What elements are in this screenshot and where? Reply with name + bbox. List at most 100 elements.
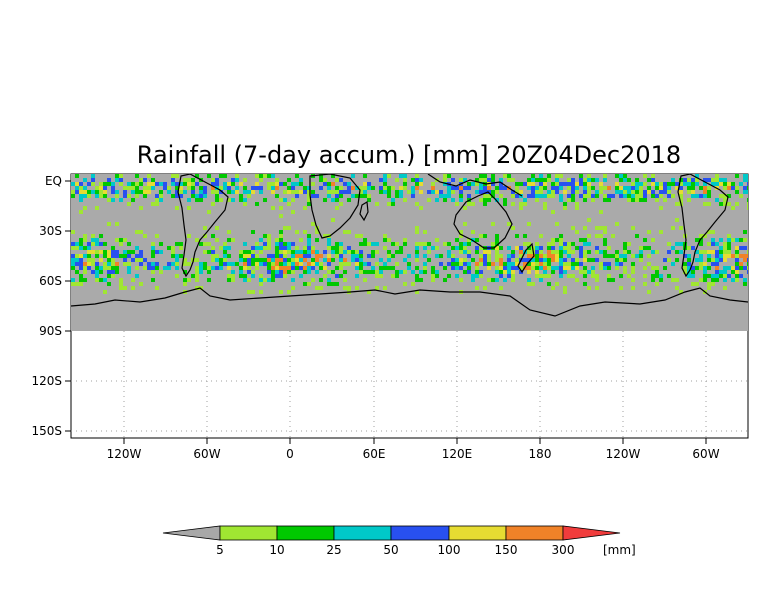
rain-cell — [523, 262, 527, 266]
rain-cell — [603, 266, 607, 270]
rain-cell — [291, 258, 295, 262]
rain-cell — [199, 186, 203, 190]
rain-cell — [583, 178, 587, 182]
rain-cell — [635, 254, 639, 258]
rain-cell — [743, 282, 747, 286]
rain-cell — [643, 198, 647, 202]
rain-cell — [155, 198, 159, 202]
rain-cell — [515, 190, 519, 194]
rain-cell — [439, 254, 443, 258]
rain-cell — [307, 266, 311, 270]
rain-cell — [619, 286, 623, 290]
rain-cell — [331, 258, 335, 262]
rain-cell — [339, 274, 343, 278]
rain-cell — [599, 186, 603, 190]
rain-cell — [383, 246, 387, 250]
rain-cell — [563, 202, 567, 206]
rain-cell — [707, 274, 711, 278]
rain-cell — [455, 274, 459, 278]
rain-cell — [539, 278, 543, 282]
rain-cell — [203, 242, 207, 246]
rain-cell — [483, 178, 487, 182]
rain-cell — [223, 182, 227, 186]
rain-cell — [131, 286, 135, 290]
rain-cell — [159, 250, 163, 254]
rain-cell — [191, 194, 195, 198]
rain-cell — [523, 234, 527, 238]
rain-cell — [535, 190, 539, 194]
rain-cell — [107, 262, 111, 266]
rain-cell — [187, 206, 191, 210]
rain-cell — [563, 262, 567, 266]
rain-cell — [91, 234, 95, 238]
rain-cell — [475, 182, 479, 186]
rain-cell — [199, 266, 203, 270]
rain-cell — [583, 190, 587, 194]
rain-cell — [243, 178, 247, 182]
rain-cell — [103, 266, 107, 270]
rain-cell — [459, 262, 463, 266]
rain-cell — [503, 202, 507, 206]
rain-cell — [231, 178, 235, 182]
rain-cell — [499, 274, 503, 278]
rain-cell — [735, 202, 739, 206]
rain-cell — [747, 198, 748, 202]
rain-cell — [99, 278, 103, 282]
rain-cell — [231, 198, 235, 202]
rain-cell — [195, 194, 199, 198]
rain-cell — [475, 178, 479, 182]
rain-cell — [707, 266, 711, 270]
rain-cell — [123, 254, 127, 258]
rain-cell — [295, 258, 299, 262]
colorbar-label: 25 — [326, 543, 341, 557]
rain-cell — [159, 182, 163, 186]
rain-cell — [647, 290, 651, 294]
rain-cell — [379, 178, 383, 182]
rain-cell — [735, 262, 739, 266]
rain-cell — [503, 266, 507, 270]
rain-cell — [339, 262, 343, 266]
rain-cell — [459, 178, 463, 182]
rain-cell — [587, 242, 591, 246]
x-tick-label: 60E — [363, 447, 386, 461]
rain-cell — [695, 174, 699, 178]
rain-cell — [95, 270, 99, 274]
rain-cell — [259, 282, 263, 286]
rain-cell — [467, 238, 471, 242]
rain-cell — [239, 270, 243, 274]
rain-cell — [495, 198, 499, 202]
rain-cell — [599, 226, 603, 230]
rain-cell — [183, 178, 187, 182]
rain-cell — [563, 250, 567, 254]
rain-cell — [575, 266, 579, 270]
rain-cell — [431, 186, 435, 190]
rain-cell — [723, 250, 727, 254]
rain-cell — [507, 262, 511, 266]
rain-cell — [643, 174, 647, 178]
rain-cell — [135, 258, 139, 262]
rain-cell — [547, 282, 551, 286]
rain-cell — [327, 254, 331, 258]
rain-cell — [479, 182, 483, 186]
rain-cell — [415, 290, 419, 294]
rain-cell — [131, 250, 135, 254]
rain-cell — [647, 190, 651, 194]
rain-cell — [355, 250, 359, 254]
coastline-madagascar — [359, 200, 369, 222]
rain-cell — [551, 270, 555, 274]
rain-cell — [555, 174, 559, 178]
rain-cell — [583, 182, 587, 186]
rain-cell — [619, 190, 623, 194]
rain-cell — [555, 222, 559, 226]
rain-cell — [599, 190, 603, 194]
rain-cell — [359, 250, 363, 254]
rain-cell — [519, 206, 523, 210]
rain-cell — [543, 178, 547, 182]
rain-cell — [311, 190, 315, 194]
rain-cell — [255, 242, 259, 246]
rain-cell — [151, 242, 155, 246]
rain-cell — [195, 258, 199, 262]
rain-cell — [727, 194, 731, 198]
rain-cell — [123, 262, 127, 266]
rain-cell — [243, 190, 247, 194]
